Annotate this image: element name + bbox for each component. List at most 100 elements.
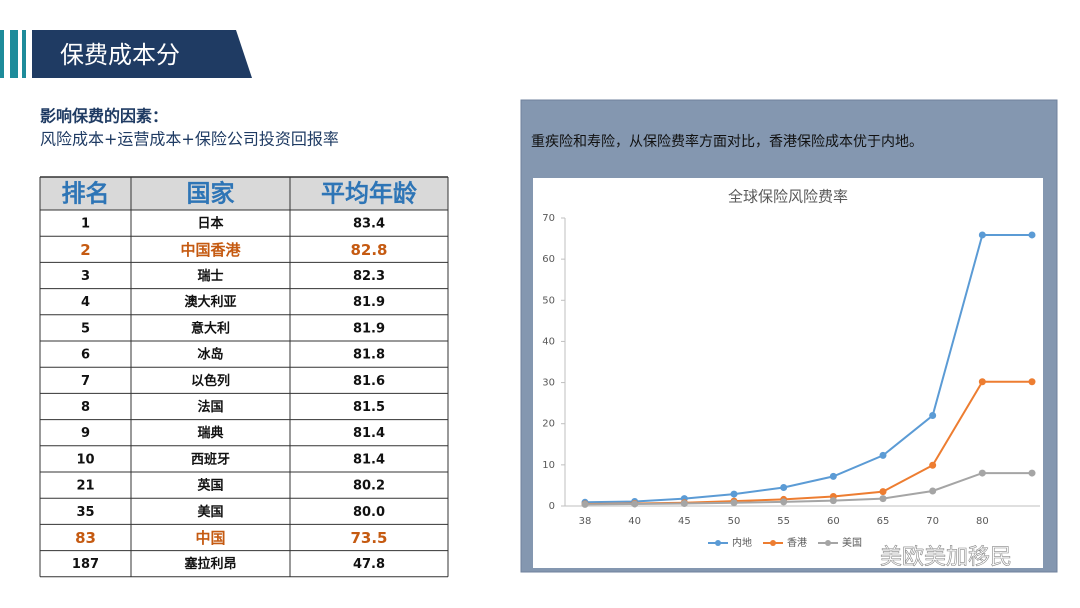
series-line [584,472,1032,506]
data-point [829,472,837,480]
table-cell: 83 [75,529,96,547]
table-cell: 82.3 [353,269,385,284]
data-point [680,500,688,508]
column-header: 平均年龄 [321,180,418,208]
table-cell: 47.8 [353,557,385,572]
series-line [584,233,1032,504]
table-cell: 82.8 [350,241,387,259]
table-cell: 6 [81,348,90,363]
table-cell: 81.5 [353,400,385,415]
table-cell: 瑞典 [197,425,223,441]
table-cell: 澳大利亚 [184,294,236,310]
table-cell: 81.6 [353,374,385,389]
y-tick-label: 10 [542,460,555,471]
data-point [1028,231,1036,239]
table-cell: 4 [81,295,90,310]
x-tick-label: 55 [777,516,790,527]
data-point [829,497,837,505]
table-cell: 8 [81,400,90,415]
intro-text: 风险成本+运营成本+保险公司投资回报率 [40,130,339,149]
x-tick-label: 50 [728,516,741,527]
data-point [879,488,887,496]
legend-label: 香港 [787,537,807,549]
table-cell: 英国 [196,478,223,494]
table-cell: 35 [76,505,94,520]
table-cell: 瑞士 [197,268,223,284]
chart: 0 10 20 30 40 50 60 70 38 40 45 50 55 60 65 70 80 内地 香港 美国 [542,213,1040,549]
data-point [581,500,589,508]
data-point [978,378,986,386]
legend-marker [770,540,776,546]
table-cell: 法国 [197,399,223,415]
table-cell: 80.0 [353,505,385,520]
column-header: 排名 [62,180,110,208]
data-point [929,487,937,495]
x-tick-label: 60 [827,516,840,527]
legend-label: 美国 [842,536,862,549]
y-tick-label: 50 [542,295,555,306]
column-header: 国家 [187,180,235,208]
table-cell: 西班牙 [191,451,230,467]
y-tick-label: 0 [549,501,555,512]
data-point [1028,378,1036,386]
table-cell: 187 [72,557,99,572]
data-point [780,498,788,506]
chart-title: 全球保险风险费率 [728,188,848,206]
y-tick-label: 60 [542,254,555,265]
table-cell: 83.4 [353,217,385,232]
data-point [631,500,639,508]
table-cell: 塞拉利昂 [184,556,236,572]
y-tick-label: 70 [542,213,555,224]
x-tick-label: 80 [976,516,989,527]
legend-marker [825,540,831,546]
panel-caption: 重疾险和寿险，从保险费率方面对比，香港保险成本优于内地。 [531,133,923,150]
intro-heading: 影响保费的因素： [40,107,168,126]
stripe [0,30,4,78]
table-cell: 3 [81,269,90,284]
table-cell: 冰岛 [197,347,223,363]
y-tick-label: 30 [542,378,555,389]
data-point [730,490,738,498]
data-point [929,461,937,469]
table-cell: 以色列 [191,373,230,389]
table-cell: 81.4 [353,426,385,441]
table-cell: 2 [80,241,90,259]
table-cell: 80.2 [353,479,385,494]
data-point [978,231,986,239]
table-cell: 73.5 [350,529,387,547]
table: 排名 国家 平均年龄 1 日本 83.4 2 中国香港 82.8 3 瑞士 82.3 4 澳大利亚 81.9… [39,176,449,578]
x-tick-label: 45 [678,516,691,527]
title-bar [32,30,252,78]
data-point [978,469,986,477]
data-point [929,412,937,420]
stripe [22,30,26,78]
data-point [730,499,738,507]
y-tick-label: 20 [542,419,555,430]
watermark: 美欧美加移民 [880,545,1012,570]
slide-title: 保费成本分 [60,41,180,69]
x-tick-label: 70 [926,516,939,527]
table-cell: 7 [81,374,90,389]
table-cell: 81.4 [353,452,385,467]
y-tick-label: 40 [542,336,555,347]
data-point [879,451,887,459]
table-cell: 日本 [197,216,223,232]
table-cell: 81.9 [353,321,385,336]
table-cell: 中国 [195,529,225,547]
table-cell: 美国 [197,504,223,520]
legend-label: 内地 [732,536,752,549]
table-cell: 21 [76,479,94,494]
table-cell: 中国香港 [180,241,241,259]
table-cell: 1 [81,217,90,232]
data-point [879,495,887,503]
table-header-bg [40,177,448,210]
table-cell: 10 [76,452,94,467]
table-cell: 81.9 [353,295,385,310]
stripe [10,30,18,78]
data-point [1028,469,1036,477]
x-tick-label: 38 [579,516,592,527]
table-cell: 5 [81,321,90,336]
x-tick-label: 40 [628,516,641,527]
table-cell: 意大利 [191,320,230,336]
